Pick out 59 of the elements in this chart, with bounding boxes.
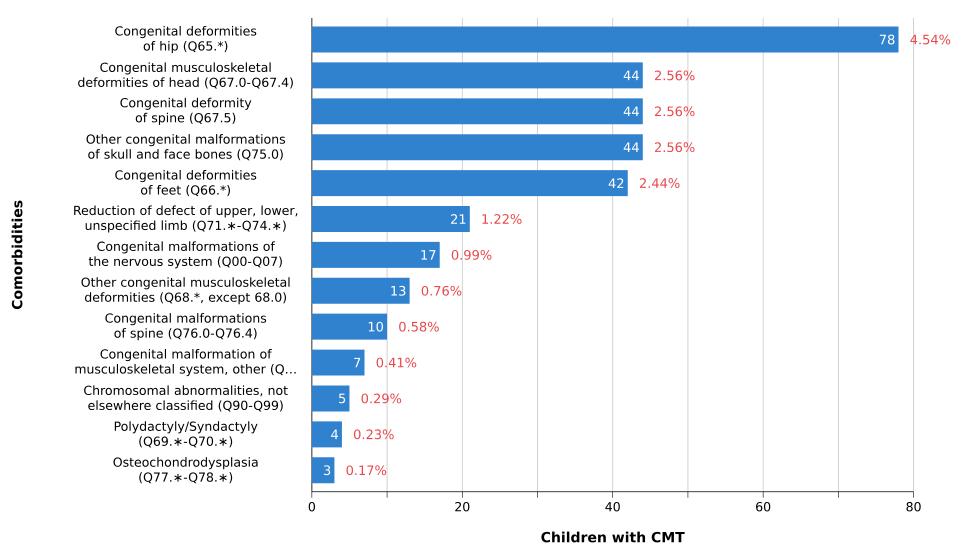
annotation: 0.76% <box>422 286 462 296</box>
x-tick-label: 20 <box>455 502 470 512</box>
x-tick-label: 40 <box>605 502 620 512</box>
bar <box>312 134 643 160</box>
bar <box>312 350 365 376</box>
data-label: 78 <box>880 34 894 45</box>
bar <box>312 314 388 340</box>
bar <box>312 457 334 484</box>
data-label: 10 <box>368 322 384 332</box>
y-tick-label: Other congenital musculoskeletal deformities (Q68.*, except 68.0) <box>81 277 290 304</box>
data-label: 44 <box>624 70 639 80</box>
y-tick-label: Congenital malformations of the nervous system (Q00-Q07) <box>88 241 282 269</box>
annotation: 0.99% <box>452 250 492 260</box>
y-tick-label: Congenital malformations of spine (Q76.0-Q76.4) <box>105 313 266 340</box>
x-tick-label: 0 <box>308 502 316 512</box>
annotation: 4.54% <box>910 34 950 45</box>
annotation: 0.41% <box>376 358 416 368</box>
annotation: 0.23% <box>354 430 394 440</box>
annotation: 0.17% <box>346 465 386 476</box>
data-label: 5 <box>339 394 346 404</box>
y-axis-title: Comorbidities <box>12 200 22 310</box>
x-axis-title: Children with CMT <box>541 532 685 543</box>
data-label: 44 <box>624 142 639 152</box>
data-label: 44 <box>624 106 639 116</box>
y-tick-label: Congenital malformation of musculoskeletal system, other (Q… <box>75 349 296 376</box>
y-tick-label: Congenital deformities of hip (Q65.*) <box>115 26 256 54</box>
bar <box>312 386 350 412</box>
y-tick-label: Osteochondrodysplasia (Q77.∗-Q78.∗) <box>113 457 258 484</box>
annotation: 2.56% <box>654 106 695 116</box>
y-tick-label: Polydactyly/Syndactyly (Q69.∗-Q70.∗) <box>114 421 258 448</box>
y-tick-label: Reduction of defect of upper, lower, unspecified limb (Q71.∗-Q74.∗) <box>74 206 298 233</box>
data-label: 42 <box>608 178 624 188</box>
x-tick-label: 80 <box>906 502 921 512</box>
annotation: 1.22% <box>482 214 522 224</box>
bar <box>312 62 643 89</box>
annotation: 2.56% <box>654 142 695 152</box>
y-tick-label: Chromosomal abnormalities, not elsewhere classified (Q90-Q99) <box>84 386 288 412</box>
bar <box>312 206 470 232</box>
bar <box>312 278 410 304</box>
data-label: 21 <box>451 214 466 224</box>
y-tick-label: Congenital musculoskeletal deformities of head (Q67.0-Q67.4) <box>78 62 293 89</box>
bar <box>312 170 628 196</box>
annotation: 2.56% <box>654 70 695 80</box>
x-tick-label: 60 <box>756 502 770 512</box>
annotation: 2.44% <box>640 178 680 188</box>
annotation: 0.29% <box>362 394 402 404</box>
y-tick-label: Congenital deformity of spine (Q67.5) <box>120 98 252 125</box>
annotation: 0.58% <box>399 322 439 332</box>
bar <box>312 242 440 268</box>
y-tick-label: Congenital deformities of feet (Q66.*) <box>115 170 256 196</box>
y-tick-label: Other congenital malformations of skull and face bones (Q75.0) <box>86 134 286 160</box>
data-label: 3 <box>324 465 330 476</box>
bar <box>312 98 643 124</box>
data-label: 13 <box>391 286 406 296</box>
bar <box>312 26 899 53</box>
data-label: 17 <box>421 250 436 260</box>
data-label: 4 <box>331 430 338 440</box>
bar <box>312 421 342 448</box>
data-label: 7 <box>354 358 360 368</box>
